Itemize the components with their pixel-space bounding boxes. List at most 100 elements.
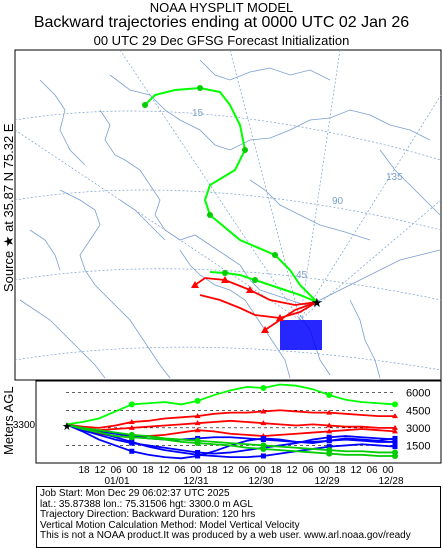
job-info-box: Job Start: Mon Dec 29 06:02:37 UTC 2025 … [36,486,441,548]
date-tick-label: 12/29 [314,476,339,487]
date-tick-label: 01/01 [104,476,129,487]
time-tick-label: 12 [286,465,298,476]
height-series-marker [194,420,201,426]
time-tick-label: 12 [158,465,170,476]
height-series-marker [260,385,267,392]
height-series-marker [260,408,267,414]
height-series-line [65,423,395,454]
date-tick-label: 12/30 [248,476,273,487]
time-tick-label: 00 [254,465,266,476]
height-series-line [65,423,396,459]
time-tick-label: 00 [190,465,202,476]
graticule [14,49,442,371]
height-series-marker [392,413,398,419]
height-series-line [65,423,395,443]
height-series-marker [392,435,398,441]
height-series-marker [194,413,201,419]
green-trajectory-arctic [144,86,318,303]
date-tick-label: 12/28 [378,476,403,487]
height-series-marker [128,401,135,408]
height-series-marker [392,449,398,456]
height-series-marker [392,401,398,408]
height-series-line [65,409,395,429]
height-series-marker [326,444,332,450]
date-tick-labels: 01/01 12/31 12/30 12/29 12/28 [104,476,403,487]
height-tick-label: 1500 [406,440,430,452]
profile-source-star-icon: ★ [62,421,72,433]
job-start-text: Job Start: Mon Dec 29 06:02:37 UTC 2025 [40,488,230,499]
height-series-marker [392,424,398,430]
height-series-line [65,383,396,426]
time-tick-labels: 18 12 06 00 18 12 06 00 18 12 06 00 18 12 06 00 18 12 06 00 [78,465,394,476]
time-tick-label: 12 [222,465,234,476]
height-tick-labels: 6000 4500 3000 1500 [406,388,430,453]
height-series-marker [326,434,332,440]
height-series-marker [194,397,201,404]
height-series-marker [194,427,201,433]
height-series-marker [326,438,332,444]
time-tick-label: 06 [174,465,186,476]
height-series-marker [129,439,135,445]
time-tick-label: 18 [334,465,346,476]
height-series-line [65,423,396,455]
lon-45-label: 45 [296,270,308,281]
map-panel: 15 45 90 135 ★ [14,49,442,381]
time-tick-label: 18 [270,465,282,476]
time-tick-label: 06 [302,465,314,476]
height-series-marker [128,431,135,438]
time-tick-label: 00 [382,465,394,476]
time-tick-label: 06 [110,465,122,476]
height-series-marker [129,448,135,454]
trajectory-title: Backward trajectories ending at 0000 UTC… [33,14,410,31]
source-star-icon: ★ [311,295,323,310]
height-series-marker [128,424,135,430]
time-tick-label: 18 [78,465,90,476]
lon-15-label: 15 [192,108,204,119]
red-time-markers [191,276,284,333]
height-series-marker [326,447,333,454]
height-series-marker [260,420,267,426]
height-series-marker [326,428,333,434]
height-tick-label: 4500 [406,405,430,417]
time-tick-label: 18 [206,465,218,476]
height-tick-label: 3000 [406,423,430,435]
height-series-marker [326,422,333,428]
vertical-method-text: Vertical Motion Calculation Method: Mode… [40,519,300,531]
height-series-marker [392,439,398,445]
start-height-label: 3300 [13,420,36,431]
red-trajectory-3 [264,301,318,331]
date-tick-label: 12/31 [183,476,208,487]
lon-90-label: 90 [332,196,344,207]
time-tick-label: 06 [238,465,250,476]
height-series-marker [260,437,266,443]
height-series-line [65,419,395,432]
direction-text: Trajectory Direction: Backward Duration:… [40,509,256,520]
height-series-marker [326,409,333,415]
height-series-marker [195,452,201,458]
time-tick-label: 00 [318,465,330,476]
height-series-marker [260,453,266,459]
height-series [65,383,398,460]
red-trajectory-2 [199,294,318,319]
green-time-markers [142,85,278,283]
lon-135-label: 135 [386,172,403,183]
time-tick-label: 12 [350,465,362,476]
disclaimer-text: This is not a NOAA product.It was produc… [40,530,411,541]
blue-trajectory-cluster [280,320,322,350]
height-series-marker [260,442,267,449]
height-series-marker [128,419,135,424]
height-series-marker [194,437,201,444]
height-series-marker [392,444,398,450]
initialization-subtitle: 00 UTC 29 Dec GFSG Forecast Initializati… [93,33,350,48]
height-series-line [65,423,395,457]
location-text: lat.: 35.87388 lon.: 75.31506 hgt: 3300.… [40,498,253,510]
height-tick-label: 6000 [406,388,430,400]
model-title: NOAA HYSPLIT MODEL [149,0,294,15]
height-series-marker [326,392,333,399]
coastlines [19,59,441,379]
time-tick-label: 00 [126,465,138,476]
map-frame [14,49,442,381]
time-tick-label: 06 [366,465,378,476]
height-series-marker [392,428,398,434]
